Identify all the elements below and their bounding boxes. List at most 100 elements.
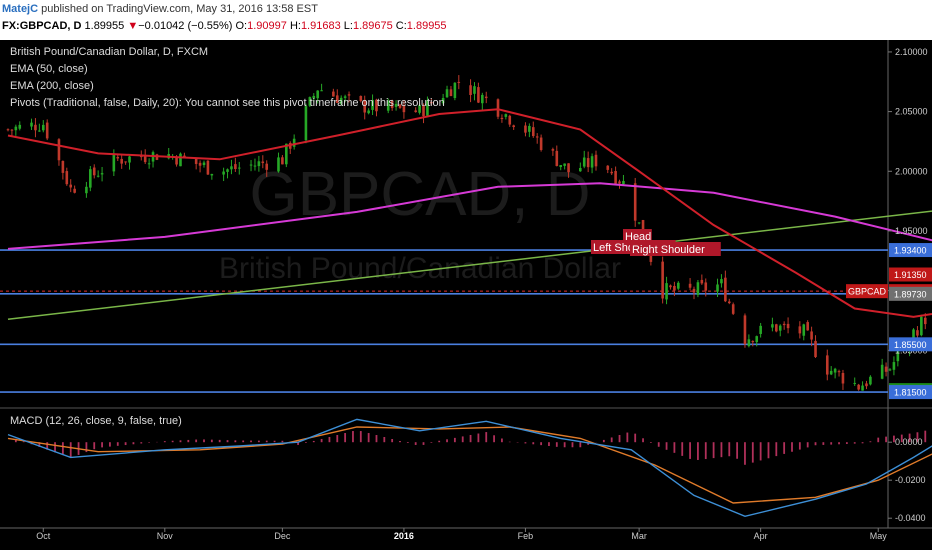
- legend-ema50[interactable]: EMA (50, close): [10, 63, 88, 75]
- candle-body: [896, 351, 900, 362]
- x-tick-label: May: [870, 531, 888, 541]
- legend-ema200[interactable]: EMA (200, close): [10, 80, 94, 92]
- candle-body: [798, 326, 802, 334]
- candle-body: [426, 100, 429, 116]
- legend-title: British Pound/Canadian Dollar, D, FXCM: [10, 46, 209, 58]
- candle-body: [194, 158, 198, 164]
- candle-body: [755, 336, 759, 343]
- candle-body: [390, 100, 394, 109]
- candle-body: [332, 91, 335, 97]
- candle-body: [673, 285, 676, 291]
- x-tick-label: 2016: [394, 531, 414, 541]
- candle-body: [430, 102, 433, 104]
- high-value: 1.91683: [300, 20, 341, 32]
- candle-body: [320, 90, 323, 92]
- candle-body: [704, 282, 708, 291]
- legend-macd[interactable]: MACD (12, 26, close, 9, false, true): [10, 415, 182, 427]
- candle-body: [230, 166, 233, 170]
- candle-body: [234, 164, 237, 169]
- candle-body: [481, 94, 484, 104]
- candle-body: [806, 322, 809, 331]
- candle-body: [469, 85, 472, 96]
- publish-info: published on TradingView.com, May 31, 20…: [38, 3, 318, 15]
- candle-body: [41, 124, 45, 131]
- candle-body: [837, 371, 841, 373]
- candle-body: [661, 261, 664, 299]
- candle-body: [582, 157, 586, 167]
- candle-body: [528, 125, 531, 132]
- legend-pivots[interactable]: Pivots (Traditional, false, Daily, 20): …: [10, 97, 445, 109]
- candle-body: [175, 156, 178, 165]
- candle-body: [825, 355, 829, 375]
- price-candles: [6, 75, 927, 391]
- candle-body: [700, 279, 704, 284]
- candle-body: [669, 285, 672, 288]
- candle-body: [116, 156, 120, 159]
- candle-body: [618, 181, 621, 184]
- candle-body: [724, 277, 727, 302]
- candle-body: [504, 114, 508, 117]
- candle-body: [38, 130, 41, 132]
- price-tag-bg: [889, 286, 932, 301]
- candle-body: [771, 324, 774, 328]
- x-tick-label: Oct: [36, 531, 51, 541]
- candle-body: [198, 162, 202, 166]
- candle-body: [96, 175, 100, 177]
- indicator-lines: [7, 108, 932, 321]
- candle-body: [747, 339, 751, 347]
- price-tag-bg: [889, 267, 932, 282]
- candle-body: [579, 167, 582, 172]
- candle-body: [916, 330, 919, 336]
- candle-body: [6, 129, 10, 131]
- open-label: O:: [235, 20, 248, 32]
- candle-body: [731, 304, 735, 314]
- x-tick-label: Mar: [631, 531, 647, 541]
- candle-body: [253, 165, 257, 167]
- candle-body: [89, 169, 92, 188]
- candle-body: [677, 282, 680, 289]
- candle-body: [398, 104, 402, 108]
- candle-body: [73, 188, 76, 193]
- candle-body: [786, 323, 790, 329]
- candle-body: [441, 98, 445, 104]
- candle-body: [85, 186, 88, 194]
- candle-body: [386, 100, 390, 111]
- candle-body: [802, 324, 806, 336]
- last-price: 1.89955: [84, 20, 125, 32]
- candle-body: [853, 382, 857, 384]
- candle-body: [371, 100, 374, 110]
- right-shoulder-label: Right Shoulder: [632, 244, 705, 256]
- candle-body: [841, 372, 845, 384]
- candle-body: [606, 165, 610, 170]
- chart-svg[interactable]: GBPCAD, D British Pound/Canadian Dollar …: [0, 40, 932, 550]
- axes: 2.100002.050002.000001.950001.900001.850…: [36, 47, 932, 541]
- candle-body: [865, 383, 868, 387]
- x-tick-label: Feb: [518, 531, 534, 541]
- candle-body: [720, 279, 723, 284]
- price-tag-label: 1.89730: [894, 289, 927, 299]
- candle-body: [649, 251, 653, 262]
- y-tick-label: 1.95000: [895, 226, 928, 236]
- author-link[interactable]: MatejC: [2, 3, 39, 15]
- candle-body: [524, 125, 527, 133]
- candle-body: [586, 158, 590, 168]
- open-value: 1.90997: [247, 20, 287, 32]
- candle-body: [147, 163, 151, 165]
- candle-body: [814, 340, 817, 358]
- x-tick-label: Nov: [157, 531, 174, 541]
- candle-body: [45, 122, 49, 139]
- candle-body: [92, 167, 96, 176]
- candle-body: [128, 156, 131, 163]
- candle-body: [665, 283, 668, 300]
- candle-body: [285, 143, 288, 165]
- candle-body: [312, 95, 316, 99]
- x-tick-label: Dec: [274, 531, 291, 541]
- candle-body: [508, 115, 512, 125]
- candle-body: [34, 124, 37, 131]
- candle-body: [249, 164, 253, 166]
- candle-body: [563, 163, 566, 166]
- candle-body: [759, 325, 762, 334]
- candle-body: [610, 171, 613, 174]
- chart-area[interactable]: GBPCAD, D British Pound/Canadian Dollar …: [0, 40, 932, 550]
